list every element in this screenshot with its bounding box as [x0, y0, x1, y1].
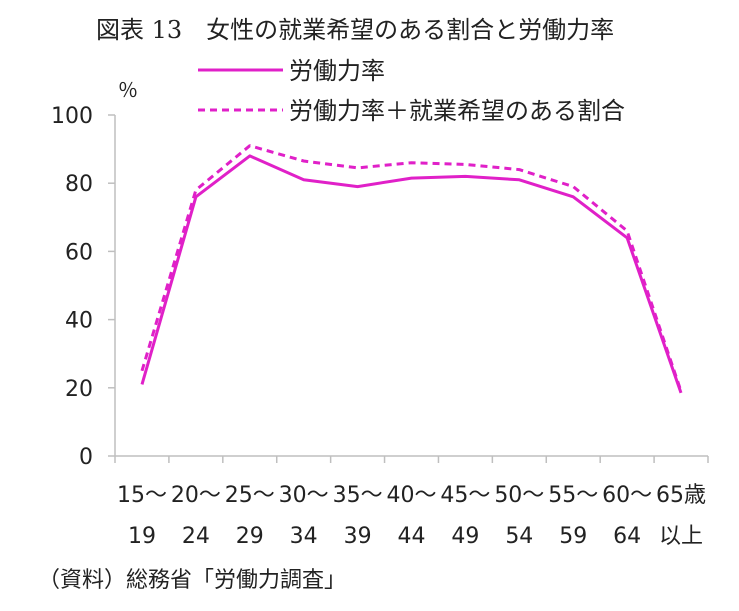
x-tick-label-bottom: 29	[236, 524, 264, 549]
x-tick-label-top: 50～	[494, 483, 544, 508]
legend-label-2: 労働力率＋就業希望のある割合	[289, 97, 625, 125]
chart-title: 図表 13 女性の就業希望のある割合と労働力率	[96, 16, 615, 44]
y-axis-unit: ％	[118, 78, 138, 102]
x-tick-label-bottom: 59	[559, 524, 587, 549]
x-tick-label-bottom: 54	[505, 524, 533, 549]
x-tick-label-top: 15～	[117, 483, 167, 508]
x-tick-label-bottom: 24	[182, 524, 210, 549]
x-tick-label-top: 25～	[225, 483, 275, 508]
source-note: （資料）総務省「労働力調査」	[38, 568, 347, 593]
y-tick-label: 80	[65, 172, 93, 197]
x-tick-label-bottom: 19	[128, 524, 156, 549]
y-tick-label: 100	[51, 104, 93, 129]
x-tick-label-bottom: 34	[290, 524, 318, 549]
x-tick-label-top: 45～	[440, 483, 490, 508]
y-tick-label: 40	[65, 309, 93, 334]
x-tick-label-bottom: 39	[344, 524, 372, 549]
x-tick-label-top: 40～	[387, 483, 437, 508]
legend-label-1: 労働力率	[289, 57, 385, 85]
x-tick-label-bottom: 以上	[659, 524, 703, 549]
x-tick-label-top: 35～	[333, 483, 383, 508]
x-tick-label-bottom: 49	[451, 524, 479, 549]
series-line-2	[140, 144, 683, 392]
y-tick-label: 0	[79, 445, 93, 470]
x-tick-label-top: 65歳	[656, 483, 706, 508]
x-tick-label-bottom: 64	[613, 524, 641, 549]
series-lines	[140, 144, 683, 394]
x-tick-label-top: 30～	[279, 483, 329, 508]
x-tick-label-top: 60～	[602, 483, 652, 508]
y-tick-label: 60	[65, 240, 93, 265]
series-line-1	[140, 154, 683, 394]
x-tick-label-bottom: 44	[398, 524, 426, 549]
x-tick-label-top: 55～	[548, 483, 598, 508]
x-tick-label-top: 20～	[171, 483, 221, 508]
axes: 0 20 40 60 80 100 15～ 19 20～ 24 25～ 29 30～ 34 35～ 39 40～…	[51, 104, 709, 549]
y-tick-label: 20	[65, 377, 93, 402]
